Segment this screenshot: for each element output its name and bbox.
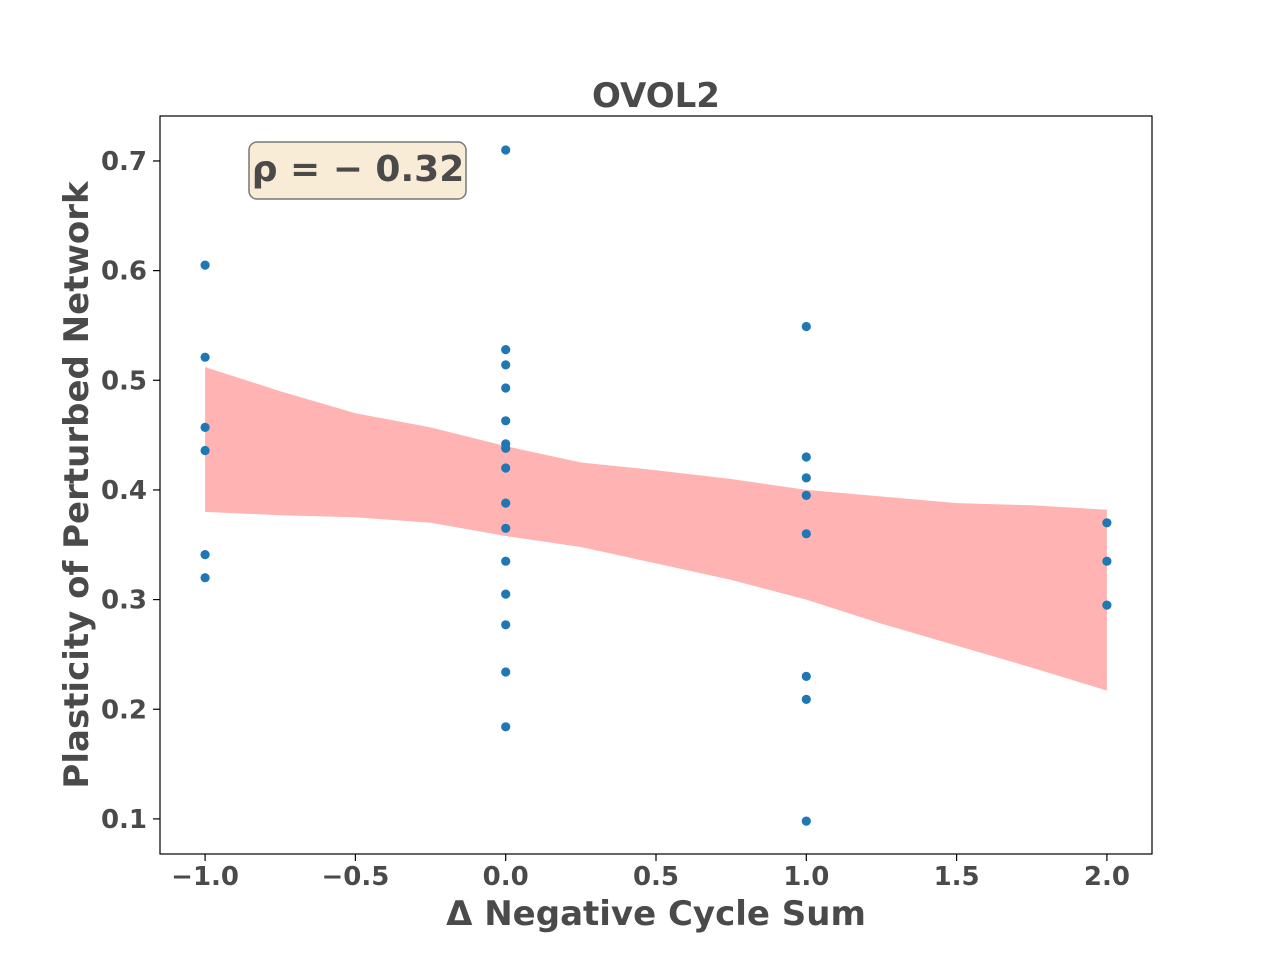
x-axis-label: Δ Negative Cycle Sum — [446, 894, 866, 934]
data-point — [1102, 556, 1112, 566]
y-tick-label: 0.4 — [101, 476, 147, 506]
data-point — [801, 321, 811, 332]
y-tick-label: 0.7 — [101, 147, 147, 177]
y-axis-label: Plasticity of Perturbed Network — [57, 180, 97, 789]
data-point — [501, 667, 511, 677]
data-point — [801, 452, 811, 462]
x-tick-label: 1.0 — [783, 862, 829, 892]
data-point — [801, 671, 811, 682]
data-point — [501, 498, 511, 508]
x-tick-label: 0.5 — [633, 862, 679, 892]
data-point — [801, 490, 811, 500]
data-point — [501, 345, 511, 355]
y-tick-label: 0.5 — [101, 366, 147, 396]
data-point — [501, 722, 511, 732]
data-point — [200, 445, 210, 456]
x-axis-ticks: −1.0 −0.5 0.0 0.5 1.0 1.5 2.0 — [171, 854, 1130, 892]
data-point — [200, 352, 210, 362]
data-point — [1102, 518, 1112, 528]
confidence-band-layer — [205, 367, 1107, 691]
data-point — [501, 589, 511, 599]
annotation-text: ρ = − 0.32 — [252, 149, 465, 190]
data-point — [200, 422, 210, 432]
points-layer — [200, 145, 1112, 826]
y-tick-label: 0.1 — [101, 805, 147, 835]
x-tick-label: 1.5 — [934, 862, 980, 892]
y-tick-label: 0.2 — [101, 695, 147, 725]
annotation-box — [248, 141, 467, 200]
correlation-annotation: ρ = − 0.32 — [248, 141, 467, 200]
x-tick-label: 2.0 — [1084, 862, 1130, 892]
y-axis-ticks: 0.1 0.2 0.3 0.4 0.5 0.6 0.7 — [101, 147, 160, 835]
data-point — [200, 260, 210, 270]
data-point — [501, 416, 511, 426]
data-point — [200, 550, 210, 560]
x-tick-label: −1.0 — [171, 862, 239, 892]
data-point — [801, 694, 811, 705]
data-point — [501, 523, 511, 533]
confidence-band — [205, 367, 1107, 691]
data-point — [801, 816, 811, 826]
y-tick-label: 0.6 — [101, 257, 147, 287]
data-point — [801, 529, 811, 539]
x-tick-label: 0.0 — [483, 862, 529, 892]
data-point — [801, 473, 811, 483]
data-point — [501, 556, 511, 566]
data-point — [501, 463, 511, 473]
chart-title: OVOL2 — [592, 76, 720, 116]
data-point — [1102, 600, 1112, 610]
data-point — [501, 360, 511, 370]
data-point — [501, 620, 511, 630]
data-point — [501, 383, 511, 393]
x-tick-label: −0.5 — [321, 862, 389, 892]
data-point — [501, 443, 511, 453]
data-point — [200, 573, 210, 583]
y-tick-label: 0.3 — [101, 586, 147, 616]
data-point — [501, 145, 511, 155]
